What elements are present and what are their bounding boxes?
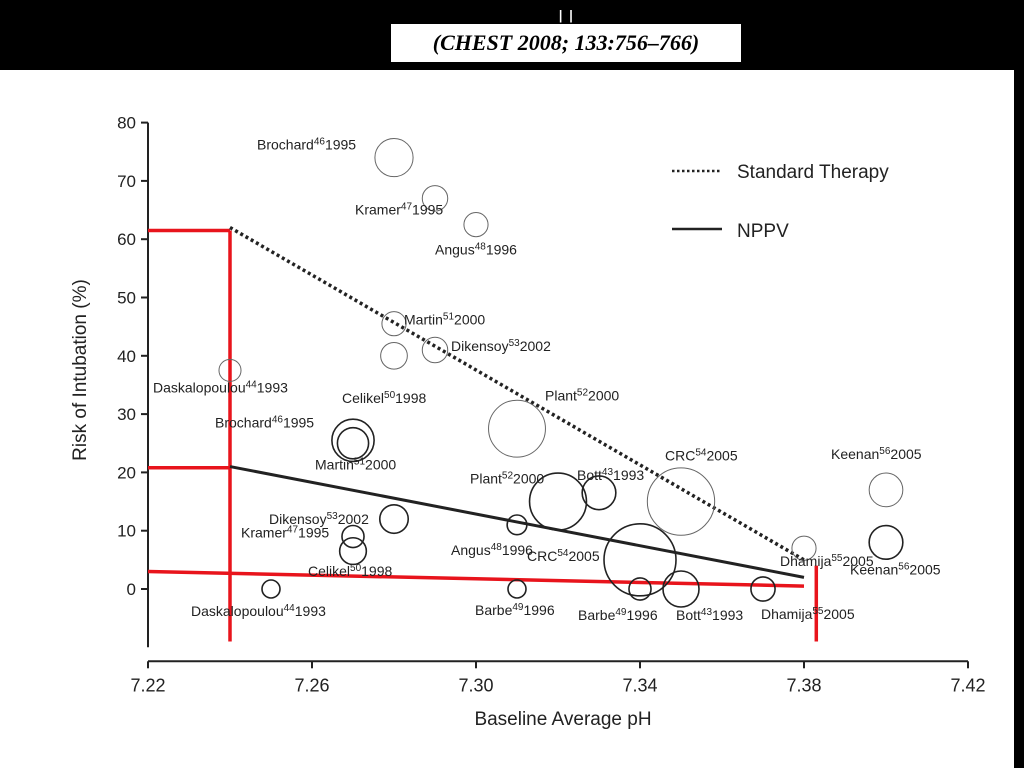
study-label-barbe: Barbe491996 [475,602,555,618]
study-label-barbe: Barbe491996 [578,607,658,623]
bubble-nppv-angus [506,514,528,536]
bubble-nppv-kramer [341,524,365,549]
y-tick-label: 30 [117,405,136,424]
legend: Standard Therapy NPPV [672,162,889,242]
study-label-bott: Bott431993 [577,467,644,483]
bubble-standard-angus [463,212,489,238]
y-tick-label: 60 [117,230,136,249]
y-tick-label: 50 [117,289,136,308]
bubble-standard-kramer [421,185,449,212]
bubble-nppv-dhamija [750,576,776,602]
x-tick-label: 7.22 [130,675,165,695]
bubble-standard-plant [488,399,546,458]
study-bubbles [218,137,904,608]
bubble-nppv-barbe [628,577,652,601]
study-label-celikel: Celikel501998 [342,390,426,406]
red-horizontal-line-3 [147,569,805,588]
study-label-kramer: Kramer471995 [241,525,329,541]
study-label-celikel: Celikel501998 [308,563,392,579]
x-tick-label: 7.34 [622,675,657,695]
y-tick-label: 70 [117,172,136,191]
bubble-nppv-bott [662,570,700,608]
bubble-standard-dikensoy [421,336,449,364]
legend-nppv: NPPV [737,221,789,242]
bubble-nppv-bott [581,475,617,511]
study-label-martin: Martin512000 [315,456,396,472]
y-tick-label: 80 [117,114,136,133]
bubble-nppv-celikel [338,536,368,566]
study-label-martin: Martin512000 [404,312,485,328]
bubble-standard-dhamija [791,535,817,561]
slide-edge [1014,70,1024,768]
cropped-title-fragment: | | [558,10,574,23]
study-label-daskalopoulou: Daskalopoulou441993 [191,603,326,619]
study-label-angus: Angus481996 [435,242,517,258]
regression-lines [229,226,805,579]
study-label-angus: Angus481996 [451,542,533,558]
red-annotation-lines [147,228,819,642]
study-label-crc: CRC542005 [527,548,600,564]
study-label-dhamija: Dhamija552005 [780,553,874,569]
nppv-regression-line [229,465,805,579]
bubble-standard-keenan [868,472,904,508]
study-labels: Brochard461995 Kramer471995 Angus481996 Mar… [153,137,941,623]
legend-standard-therapy: Standard Therapy [737,162,889,183]
chart-panel [0,70,1014,768]
study-label-brochard: Brochard461995 [257,137,356,153]
x-axis-label: Baseline Average pH [474,709,651,730]
bubble-standard-celikel [380,341,408,370]
bubble-standard-crc [646,467,716,536]
bubble-nppv-keenan [868,524,904,560]
study-label-kramer: Kramer471995 [355,201,443,217]
study-label-daskalopoulou: Daskalopoulou441993 [153,379,288,395]
axes: 80 70 60 50 40 30 20 10 0 7.22 7.26 7.30 7.34 7.38 7.4… [117,114,985,696]
y-tick-label: 0 [127,580,136,599]
bubble-nppv-barbe [507,579,527,599]
bubble-standard-daskalopoulou [218,358,242,382]
x-tick-label: 7.26 [294,675,329,695]
study-label-plant: Plant522000 [470,471,544,487]
study-label-dikensoy: Dikensoy532002 [451,338,551,354]
y-tick-label: 10 [117,522,136,541]
citation: (CHEST 2008; 133:756–766) [391,24,741,62]
study-label-crc: CRC542005 [665,448,738,464]
bubble-nppv-dikensoy [378,504,410,535]
study-label-dhamija: Dhamija552005 [761,606,855,622]
study-label-keenan: Keenan562005 [850,561,941,577]
bubble-nppv-martin [336,426,370,460]
x-tick-label: 7.30 [458,675,493,695]
y-axis-label: Risk of Intubation (%) [70,279,91,461]
y-tick-label: 40 [117,347,136,366]
bubble-nppv-plant [528,472,588,531]
x-tick-label: 7.38 [786,675,821,695]
bubble-nppv-brochard [331,418,375,463]
study-label-keenan: Keenan562005 [831,446,922,462]
y-tick-label: 20 [117,463,136,482]
study-label-bott: Bott431993 [676,607,743,623]
study-label-plant: Plant522000 [545,388,619,404]
study-label-dikensoy: Dikensoy532002 [269,511,369,527]
study-label-brochard: Brochard461995 [215,414,314,430]
bubble-nppv-daskalopoulou [261,579,281,599]
standard-therapy-regression-line [229,226,805,562]
x-tick-label: 7.42 [950,675,985,695]
bubble-standard-martin [381,311,407,337]
bubble-standard-brochard [374,137,414,178]
bubble-nppv-crc [603,523,677,597]
